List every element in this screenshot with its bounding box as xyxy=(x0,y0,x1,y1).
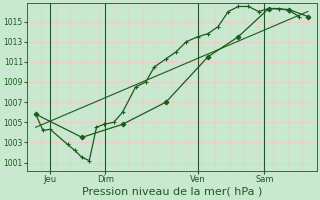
X-axis label: Pression niveau de la mer( hPa ): Pression niveau de la mer( hPa ) xyxy=(82,187,262,197)
